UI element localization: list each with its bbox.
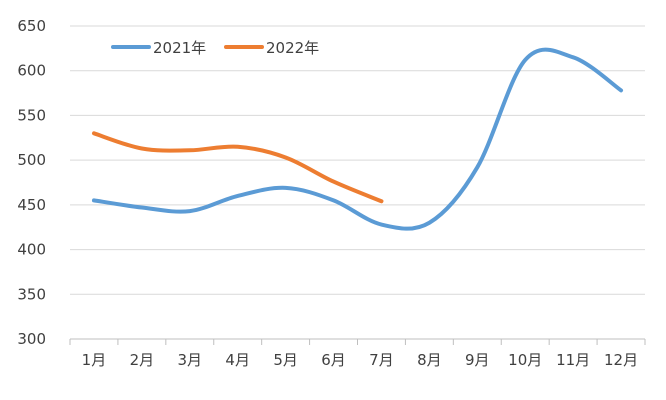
legend-label: 2022年 <box>266 39 319 57</box>
gridlines <box>70 25 645 295</box>
series-line-2022年 <box>91 131 384 204</box>
x-tick-label: 11月 <box>556 351 590 369</box>
x-tick-label: 12月 <box>604 351 638 369</box>
y-tick-label: 500 <box>17 151 46 169</box>
legend-label: 2021年 <box>153 39 206 57</box>
y-tick-label: 600 <box>17 62 46 80</box>
x-tick-label: 1月 <box>82 351 107 369</box>
y-tick-label: 300 <box>17 330 46 348</box>
y-tick-label: 550 <box>17 106 46 124</box>
x-tick-label: 6月 <box>321 351 346 369</box>
y-tick-label: 350 <box>17 285 46 303</box>
legend-item: 2021年 <box>111 39 206 57</box>
y-tick-label: 400 <box>17 241 46 259</box>
x-tick-label: 7月 <box>369 351 394 369</box>
x-tick-label: 10月 <box>508 351 542 369</box>
x-axis <box>69 338 646 345</box>
legend: 2021年 2022年 <box>111 39 319 57</box>
x-tick-label: 8月 <box>417 351 442 369</box>
x-tick-label: 4月 <box>225 351 250 369</box>
legend-item: 2022年 <box>224 39 319 57</box>
y-tick-label: 650 <box>17 17 46 35</box>
series-line-2021年 <box>91 47 624 231</box>
series-lines <box>91 47 624 231</box>
x-tick-label: 5月 <box>273 351 298 369</box>
y-tick-label: 450 <box>17 196 46 214</box>
x-tick-label: 9月 <box>465 351 490 369</box>
x-axis-tick-labels: 1月 2月 3月 4月 5月 6月 7月 8月 9月 10月 11月 12月 <box>82 351 638 369</box>
y-axis-tick-labels: 300 350 400 450 500 550 600 650 <box>17 17 46 348</box>
x-tick-label: 2月 <box>130 351 155 369</box>
x-tick-label: 3月 <box>178 351 203 369</box>
